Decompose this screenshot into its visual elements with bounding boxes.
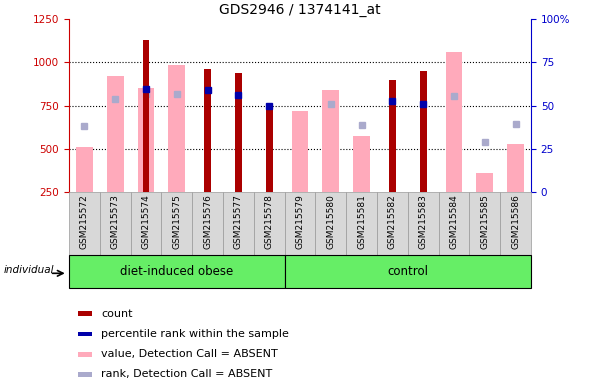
Bar (235, 73, 242, 192)
Text: GSM215575: GSM215575 (172, 195, 181, 250)
Text: GSM215583: GSM215583 (419, 195, 428, 250)
Bar (169, 65, 185, 192)
Bar (500, 192, 531, 255)
Text: GSM215580: GSM215580 (326, 195, 335, 250)
Text: GSM215577: GSM215577 (234, 195, 243, 250)
Bar (78, 352, 92, 356)
Bar (284, 255, 531, 288)
Text: GSM215578: GSM215578 (265, 195, 274, 250)
Text: GSM215573: GSM215573 (111, 195, 120, 250)
Text: GSM215582: GSM215582 (388, 195, 397, 249)
Bar (353, 136, 370, 192)
Text: GSM215586: GSM215586 (511, 195, 520, 250)
Text: individual: individual (4, 265, 54, 275)
Bar (78, 331, 92, 336)
Bar (192, 192, 223, 255)
Text: GSM215572: GSM215572 (80, 195, 89, 249)
Bar (69, 255, 284, 288)
Bar (322, 90, 339, 192)
Text: percentile rank within the sample: percentile rank within the sample (101, 329, 289, 339)
Text: GSM215581: GSM215581 (357, 195, 366, 250)
Text: GSM215585: GSM215585 (481, 195, 490, 250)
Bar (346, 192, 377, 255)
Bar (161, 192, 192, 255)
Text: GSM215574: GSM215574 (142, 195, 151, 249)
Bar (469, 192, 500, 255)
Bar (439, 192, 469, 255)
Bar (69, 192, 100, 255)
Text: GSM215576: GSM215576 (203, 195, 212, 250)
Bar (284, 192, 316, 255)
Bar (131, 192, 161, 255)
Text: count: count (101, 309, 133, 319)
Text: control: control (388, 265, 428, 278)
Bar (254, 192, 284, 255)
Bar (507, 144, 524, 192)
Bar (389, 80, 396, 192)
Bar (292, 111, 308, 192)
Bar (78, 372, 92, 377)
Bar (377, 192, 408, 255)
Bar (420, 71, 427, 192)
Bar (476, 173, 493, 192)
Bar (137, 88, 154, 192)
Bar (446, 52, 463, 192)
Text: GSM215579: GSM215579 (296, 195, 305, 250)
Bar (143, 40, 149, 192)
Text: value, Detection Call = ABSENT: value, Detection Call = ABSENT (101, 349, 278, 359)
Bar (266, 106, 272, 192)
Text: diet-induced obese: diet-induced obese (120, 265, 233, 278)
Bar (100, 192, 131, 255)
Bar (408, 192, 439, 255)
Text: rank, Detection Call = ABSENT: rank, Detection Call = ABSENT (101, 369, 273, 379)
Bar (316, 192, 346, 255)
Bar (76, 147, 93, 192)
Bar (107, 76, 124, 192)
Title: GDS2946 / 1374141_at: GDS2946 / 1374141_at (219, 3, 381, 17)
Text: GSM215584: GSM215584 (449, 195, 458, 249)
Bar (223, 192, 254, 255)
Bar (204, 70, 211, 192)
Bar (78, 311, 92, 316)
